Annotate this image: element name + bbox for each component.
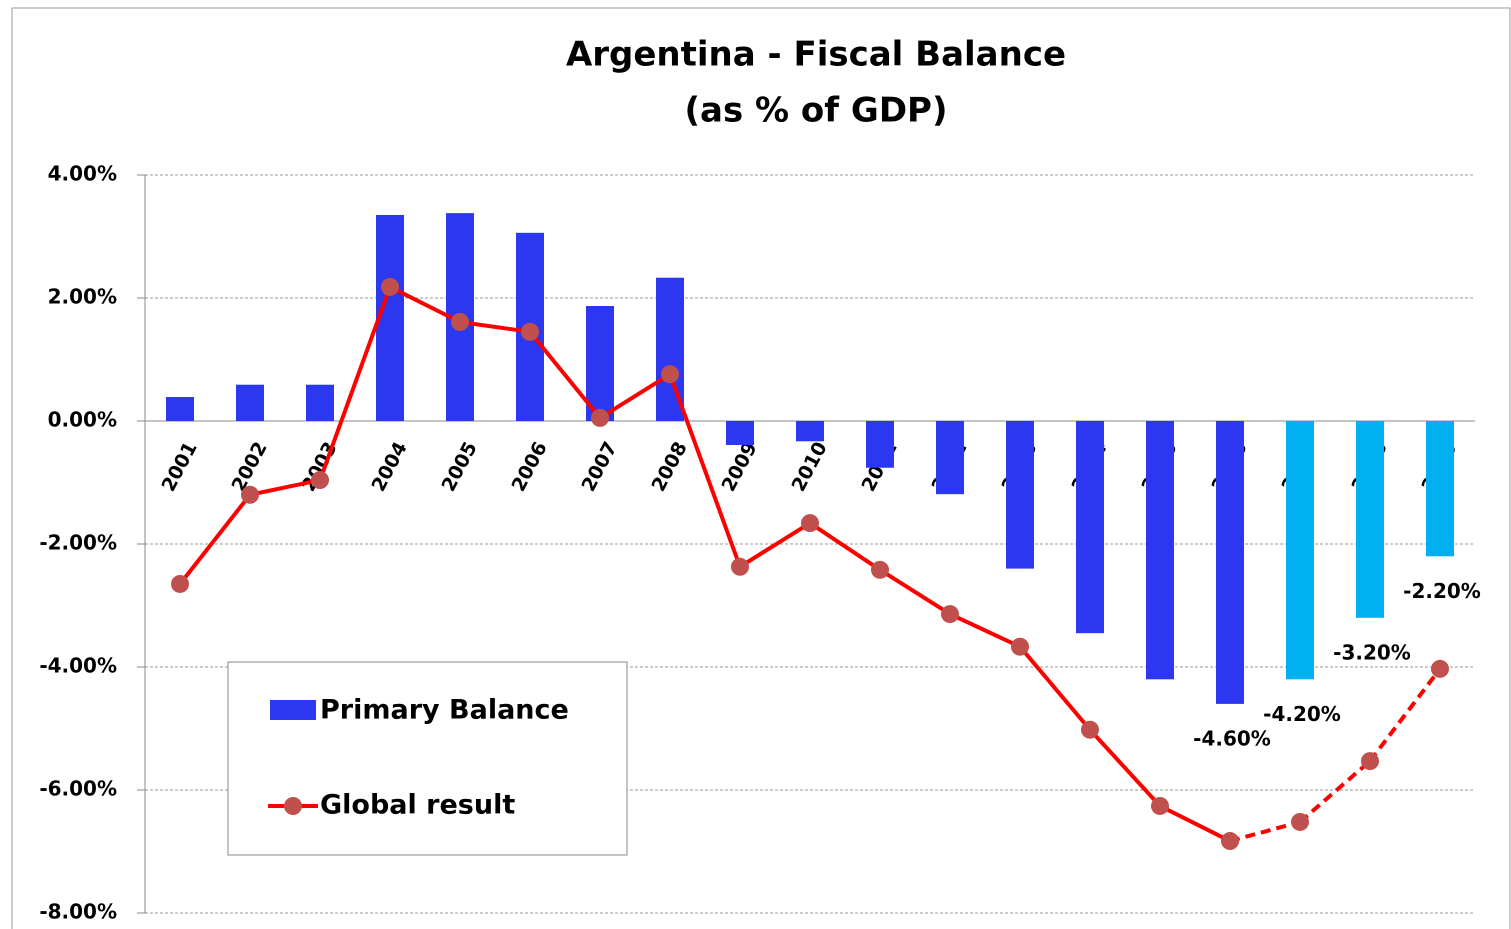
data-label: -3.20% — [1333, 640, 1411, 664]
marker — [801, 514, 819, 533]
marker — [731, 557, 749, 576]
line-segment — [1368, 667, 1442, 763]
bar — [866, 421, 894, 468]
marker — [381, 277, 399, 296]
y-tick-label: -6.00% — [39, 777, 117, 801]
y-tick-label: 2.00% — [48, 285, 117, 309]
line-segment — [1018, 645, 1092, 732]
line-segment — [318, 286, 392, 481]
marker — [1291, 812, 1309, 831]
line-segment — [1159, 804, 1231, 843]
marker — [521, 322, 539, 341]
bar — [1076, 421, 1104, 634]
bar — [1286, 421, 1314, 680]
marker — [1151, 796, 1169, 815]
marker — [941, 605, 959, 624]
marker — [661, 365, 679, 384]
marker — [591, 408, 609, 427]
bar — [796, 421, 824, 442]
bar — [166, 397, 194, 421]
data-label: -4.60% — [1193, 726, 1271, 750]
line-segment — [668, 373, 742, 568]
marker — [311, 471, 329, 490]
y-tick-label: -8.00% — [39, 900, 117, 924]
bar — [936, 421, 964, 495]
y-tick-label: -4.00% — [39, 654, 117, 678]
bar — [236, 384, 264, 421]
bar — [1006, 421, 1034, 569]
line-segment — [1088, 728, 1162, 808]
line-segment — [459, 320, 531, 334]
bar — [1216, 421, 1244, 704]
marker — [871, 560, 889, 579]
legend-box — [227, 661, 628, 856]
y-tick-label: 4.00% — [48, 162, 117, 186]
marker — [241, 485, 259, 504]
legend-swatch — [284, 797, 302, 815]
data-label: -2.20% — [1403, 579, 1481, 603]
legend-label: Global result — [320, 790, 515, 821]
y-tick-label: -2.00% — [39, 531, 117, 555]
marker — [1431, 659, 1449, 678]
bar — [726, 421, 754, 445]
bar — [1356, 421, 1384, 618]
marker — [1081, 720, 1099, 739]
marker — [171, 574, 189, 593]
line-segment — [878, 568, 952, 616]
bar — [586, 305, 614, 421]
line-segment — [249, 478, 321, 497]
bar — [306, 384, 334, 421]
line-segment — [1229, 820, 1301, 843]
line-segment — [528, 330, 602, 420]
line-segment — [178, 493, 252, 586]
line-segment — [808, 521, 882, 572]
legend-label: Primary Balance — [320, 695, 569, 726]
bar — [1146, 421, 1174, 680]
chart-subtitle: (as % of GDP) — [684, 91, 947, 131]
bar — [1426, 421, 1454, 557]
marker — [1361, 752, 1379, 771]
marker — [1011, 637, 1029, 656]
line-segment — [598, 372, 672, 420]
y-tick-label: 0.00% — [48, 408, 117, 432]
data-label: -4.20% — [1263, 702, 1341, 726]
marker — [1221, 832, 1239, 851]
line-segment — [949, 612, 1021, 649]
legend-swatch — [270, 700, 316, 720]
marker — [451, 312, 469, 331]
chart-title: Argentina - Fiscal Balance — [566, 35, 1066, 75]
line-segment — [389, 285, 461, 324]
line-segment — [738, 521, 812, 569]
